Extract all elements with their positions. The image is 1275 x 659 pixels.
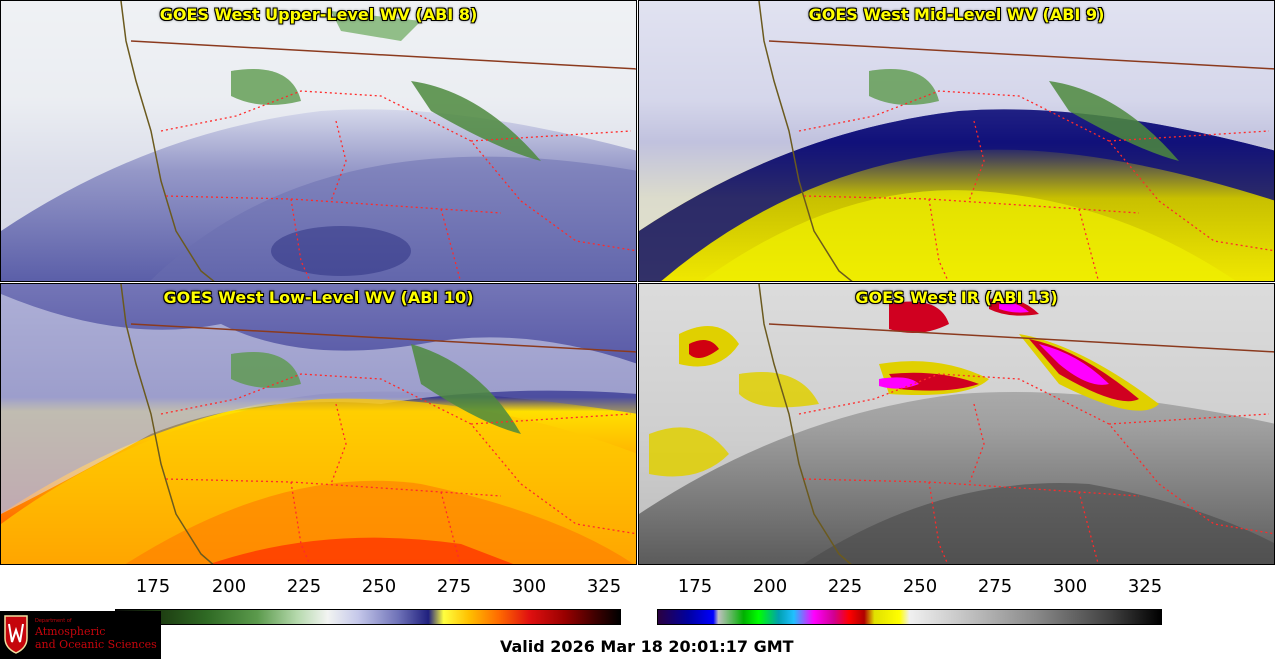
tick-label: 275 [436,576,472,597]
colorbar-left [115,609,621,625]
tick-label: 225 [286,576,322,597]
uw-crest-icon [4,615,28,654]
panel-upper-level-wv: GOES West Upper-Level WV (ABI 8) [0,0,637,282]
panel-title: GOES West Low-Level WV (ABI 10) [163,288,474,307]
tick-label: 325 [586,576,622,597]
tick-label: 325 [1127,576,1163,597]
tick-label: 175 [677,576,713,597]
panel-low-level-wv: GOES West Low-Level WV (ABI 10) [0,283,637,565]
satellite-image-low-wv [1,284,636,564]
aos-logo: Department of Atmospheric and Oceanic Sc… [0,611,161,659]
panel-title: GOES West IR (ABI 13) [855,288,1058,307]
logo-dept: Department of [35,618,72,624]
tick-label: 250 [902,576,938,597]
tick-label: 200 [211,576,247,597]
panel-mid-level-wv: GOES West Mid-Level WV (ABI 9) [638,0,1275,282]
panel-ir: GOES West IR (ABI 13) [638,283,1275,565]
satellite-image-mid-wv [639,1,1274,281]
satellite-image-ir [639,284,1274,564]
valid-time: Valid 2026 Mar 18 20:01:17 GMT [500,637,794,656]
tick-label: 300 [511,576,547,597]
satellite-image-upper-wv [1,1,636,281]
logo-line-1: Atmospheric [35,625,106,638]
tick-label: 300 [1052,576,1088,597]
tick-label: 225 [827,576,863,597]
tick-label: 175 [135,576,171,597]
tick-label: 250 [361,576,397,597]
tick-label: 200 [752,576,788,597]
colorbar-right [657,609,1162,625]
panel-title: GOES West Upper-Level WV (ABI 8) [159,5,478,24]
tick-label: 275 [977,576,1013,597]
panel-title: GOES West Mid-Level WV (ABI 9) [808,5,1105,24]
logo-line-2: and Oceanic Sciences [35,638,157,651]
